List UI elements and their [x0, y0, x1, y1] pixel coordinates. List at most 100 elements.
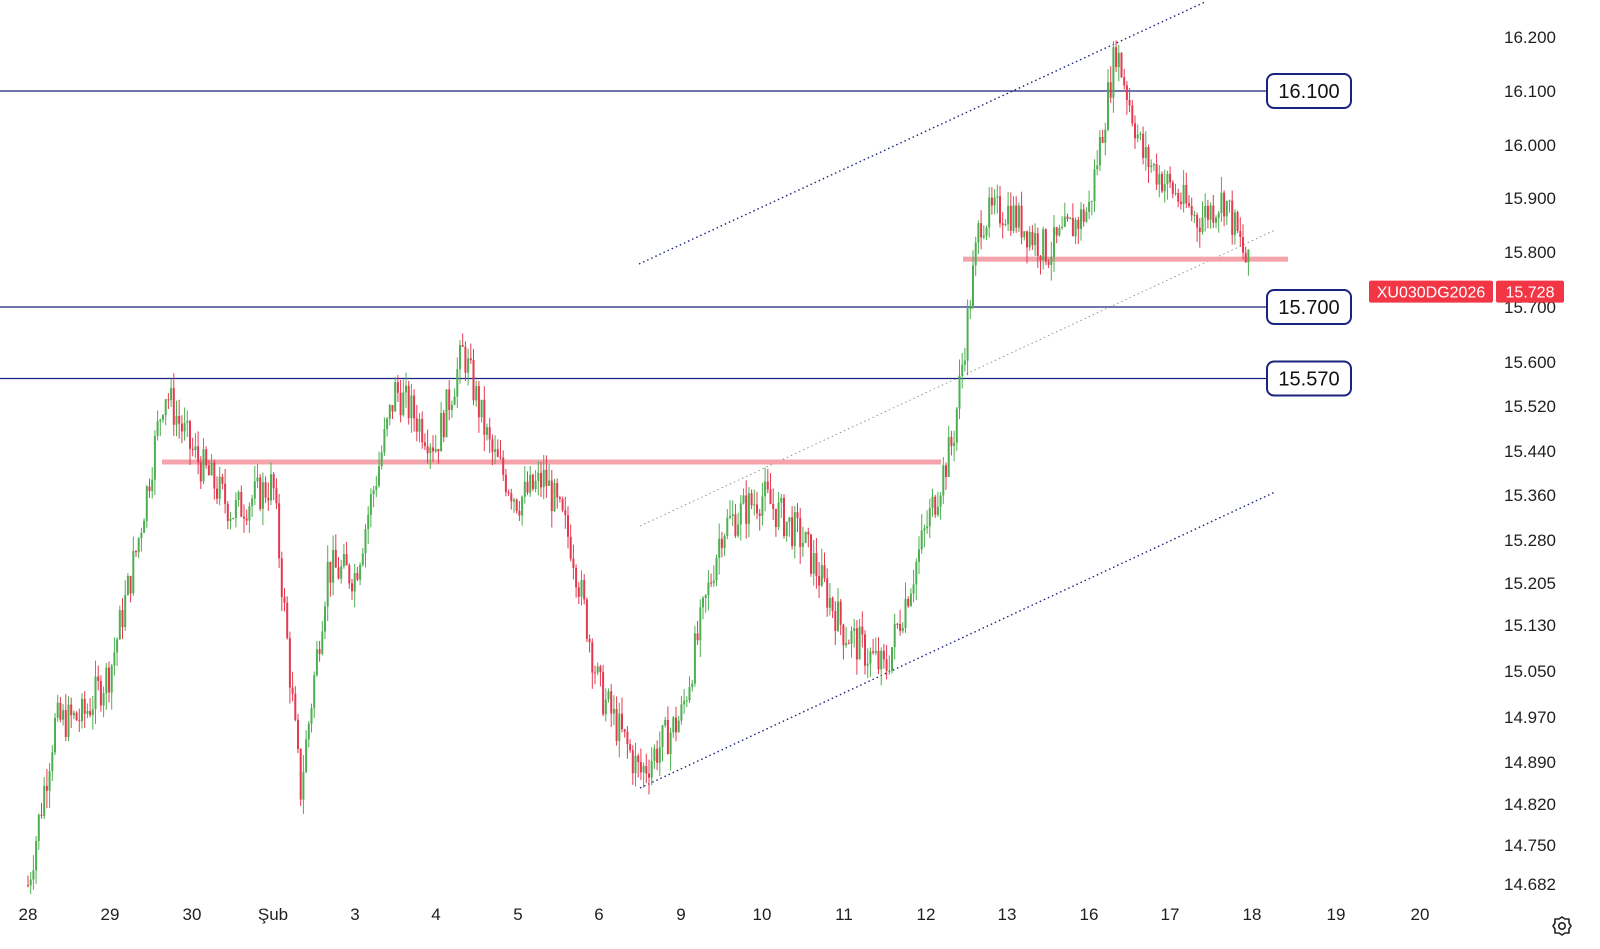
candle-body	[391, 405, 394, 412]
candle-body	[847, 643, 850, 645]
candle-body	[1015, 205, 1018, 228]
candle-body	[764, 481, 767, 497]
candle-body	[1058, 228, 1061, 236]
candle-body	[796, 512, 799, 518]
candle-body	[1023, 231, 1026, 238]
candle-body	[145, 486, 148, 521]
candle-body	[429, 447, 432, 454]
candle-body	[378, 465, 380, 486]
candle-body	[963, 360, 966, 365]
candle-body	[1088, 201, 1091, 212]
level-label: 15.700	[1266, 289, 1352, 325]
x-tick-label: 29	[101, 905, 120, 924]
candle-body	[1001, 223, 1004, 226]
x-tick-label: 11	[835, 905, 853, 924]
candle-body	[315, 649, 318, 676]
level-label: 15.570	[1266, 360, 1352, 397]
candle-body	[745, 495, 748, 524]
candle-body	[332, 549, 335, 583]
candle-body	[815, 553, 818, 576]
candle-body	[394, 382, 397, 412]
candle-body	[766, 481, 769, 490]
candle-body	[985, 227, 988, 236]
candle-body	[213, 462, 216, 489]
candle-body	[1044, 229, 1047, 262]
candle-body	[297, 719, 299, 749]
candle-body	[407, 385, 410, 419]
candle-body	[950, 437, 953, 446]
candle-body	[1233, 212, 1236, 235]
candle-body	[769, 489, 772, 504]
candle-body	[450, 404, 453, 410]
candle-body	[980, 223, 983, 238]
candle-body	[899, 623, 902, 631]
candle-body	[688, 686, 691, 701]
candle-body	[129, 575, 132, 594]
candle-body	[661, 725, 664, 748]
candle-body	[210, 462, 213, 476]
candle-body	[191, 448, 194, 450]
candle-body	[102, 693, 105, 706]
candle-body	[1007, 205, 1010, 225]
candle-body	[1206, 205, 1209, 220]
candle-body	[966, 308, 969, 361]
candle-body	[375, 485, 378, 490]
candle-body	[977, 223, 980, 243]
candle-body	[329, 561, 332, 583]
candle-body	[777, 502, 780, 528]
candle-body	[693, 633, 696, 684]
candle-body	[1115, 47, 1118, 68]
candle-body	[159, 419, 162, 422]
x-tick-label: 10	[753, 905, 772, 924]
x-tick-label: 20	[1411, 905, 1430, 924]
candle-body	[553, 483, 556, 512]
candle-body	[1247, 249, 1250, 263]
candle-body	[1142, 133, 1145, 159]
candle-body	[345, 554, 348, 566]
candle-body	[972, 265, 974, 308]
x-tick-label: 30	[183, 905, 202, 924]
candle-body	[1228, 200, 1231, 202]
last-price-label: 15.728	[1506, 285, 1555, 302]
price-axis[interactable]: 16.200 16.100 16.000 15.900 15.800 15.700 15.6…	[1504, 28, 1556, 894]
candle-body	[396, 382, 399, 393]
candle-body	[189, 421, 191, 449]
candle-body	[194, 446, 197, 450]
candle-body	[656, 748, 659, 763]
candle-body	[837, 601, 839, 631]
candle-body	[1125, 85, 1128, 101]
level-label: 16.100	[1266, 73, 1352, 109]
candle-body	[1196, 215, 1199, 228]
candle-body	[1134, 123, 1136, 139]
candle-body	[426, 446, 429, 454]
candle-body	[105, 667, 108, 694]
y-tick-label: 16.100	[1504, 82, 1556, 101]
candle-body	[240, 491, 243, 517]
x-tick-label: 9	[676, 905, 685, 924]
candle-body	[901, 627, 904, 631]
candle-body	[108, 667, 110, 693]
candle-body	[1244, 252, 1247, 263]
candle-body	[45, 785, 48, 791]
candle-body	[853, 628, 856, 631]
candle-body	[537, 472, 540, 481]
candle-body	[818, 575, 821, 586]
candle-body	[1053, 227, 1055, 258]
candle-body	[353, 573, 356, 592]
candle-body	[572, 558, 575, 568]
candle-body	[707, 582, 710, 596]
time-axis[interactable]: 28 29 30 Şub 3 4 5 6 9 10 11 12 13 16 17 18 19 20	[19, 905, 1430, 924]
candle-body	[27, 885, 29, 887]
candle-body	[591, 642, 594, 673]
gear-icon[interactable]	[1551, 915, 1573, 937]
channel-upper-line	[638, 1, 1206, 265]
y-tick-label: 15.205	[1504, 574, 1556, 593]
candle-body	[310, 707, 313, 724]
candle-body	[1117, 53, 1120, 68]
candle-body	[623, 729, 626, 732]
candle-body	[677, 720, 680, 733]
candle-body	[1155, 164, 1158, 185]
candle-body	[1161, 173, 1163, 192]
candle-body	[170, 388, 173, 401]
